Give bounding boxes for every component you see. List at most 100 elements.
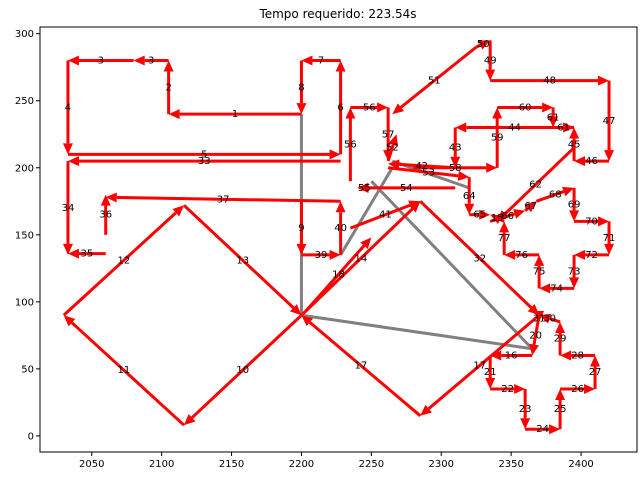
x-tick-label-7: 2400 <box>568 459 593 470</box>
route-segment-52 <box>489 212 516 223</box>
route-arrowhead-61 <box>534 254 545 266</box>
route-segment-34 <box>475 43 481 49</box>
route-arrowhead-55 <box>569 210 580 222</box>
route-arrowhead-33 <box>392 103 405 115</box>
segment-label-17: 12 <box>118 255 131 266</box>
route-arrowhead-0 <box>168 109 180 120</box>
route-arrowhead-26 <box>360 237 372 250</box>
route-arrowhead-1 <box>163 60 174 72</box>
y-tick-label-2: 100 <box>15 297 34 308</box>
segment-label-58: 72 <box>585 250 598 261</box>
segment-label-74: 28 <box>571 350 584 361</box>
route-arrowhead-13 <box>100 194 111 206</box>
route-arrowhead-47 <box>563 122 575 133</box>
route-segment-51 <box>504 146 576 215</box>
route-arrowhead-60 <box>539 283 551 294</box>
route-segment-22 <box>419 200 533 309</box>
route-arrowhead-16 <box>67 156 79 167</box>
route-arrowhead-3 <box>67 55 79 66</box>
route-arrowhead-75 <box>555 321 566 333</box>
segment-label-30: 56 <box>363 102 376 113</box>
segment-label-8: 8 <box>298 82 304 93</box>
segment-label-14: 35 <box>80 249 93 260</box>
segment-label-42: 42 <box>415 161 428 172</box>
segment-label-45: 60 <box>519 102 532 113</box>
route-arrowhead-73 <box>590 355 601 367</box>
route-arrowhead-32 <box>388 134 399 147</box>
x-tick-label-2: 2150 <box>219 459 244 470</box>
x-tick-label-3: 2200 <box>289 459 314 470</box>
route-segment-12 <box>116 195 341 203</box>
chart-title: Tempo requerido: 223.54s <box>258 7 416 21</box>
segment-label-35: 49 <box>484 56 497 67</box>
route-arrowhead-58 <box>574 249 586 260</box>
route-arrowhead-12 <box>105 192 117 203</box>
segment-label-41: 43 <box>449 143 462 154</box>
segment-label-24: 17 <box>355 361 368 372</box>
segment-label-52: 66 <box>501 211 514 222</box>
route-segment-25 <box>349 203 411 230</box>
segment-label-20: 11 <box>118 365 131 376</box>
segment-label-36: 48 <box>543 76 556 87</box>
route-arrowhead-9 <box>296 243 307 255</box>
segment-label-16: 33 <box>198 156 211 167</box>
route-arrowhead-77 <box>534 310 545 322</box>
route-arrowhead-40 <box>455 122 467 133</box>
route-arrowhead-34 <box>478 40 491 50</box>
route-segment-32 <box>386 144 395 162</box>
route-arrowhead-41 <box>450 156 461 168</box>
segment-label-75: 29 <box>554 334 567 345</box>
route-segment-65 <box>532 314 541 345</box>
segment-label-50: 65 <box>473 210 486 221</box>
route-arrowhead-50 <box>479 209 491 220</box>
route-segment-23 <box>427 314 541 410</box>
route-segment-33 <box>399 45 478 109</box>
x-tick-label-1: 2100 <box>149 459 174 470</box>
route-segment-48 <box>387 166 459 178</box>
segment-label-60: 74 <box>550 283 563 294</box>
route-arrowhead-72 <box>584 383 596 394</box>
y-tick-label-6: 300 <box>15 29 34 40</box>
route-arrowhead-43 <box>486 162 498 173</box>
route-arrowhead-56 <box>598 216 610 227</box>
segment-label-22: 32 <box>473 253 486 264</box>
route-arrowhead-29 <box>345 107 356 119</box>
route-arrowhead-42 <box>388 159 400 170</box>
route-arrowhead-23 <box>420 404 432 416</box>
y-tick-label-1: 50 <box>21 364 34 375</box>
segment-label-63: 77 <box>498 233 511 244</box>
segment-label-9: 9 <box>298 223 304 234</box>
segment-label-59: 73 <box>568 267 581 278</box>
segment-label-34: 50 <box>477 39 490 50</box>
y-axis: 0 50 100 150 200 250 300 <box>15 29 40 442</box>
segment-label-71: 25 <box>554 404 567 415</box>
route-arrowhead-24 <box>301 315 314 327</box>
segment-label-55: 69 <box>568 200 581 211</box>
route-segment-17 <box>62 211 177 317</box>
route-arrowhead-7 <box>301 55 313 66</box>
segment-label-33: 51 <box>428 76 441 87</box>
route-segment-64 <box>499 218 505 223</box>
route-arrowhead-68 <box>514 383 526 394</box>
segment-label-76: 30 <box>543 314 556 325</box>
segment-label-13: 36 <box>99 210 112 221</box>
segment-label-15: 34 <box>62 203 75 214</box>
route-segment-20 <box>70 321 186 427</box>
y-tick-label-4: 200 <box>15 163 34 174</box>
route-arrowhead-36 <box>598 75 610 86</box>
route-segment-76 <box>549 317 561 324</box>
segment-label-10: 39 <box>315 250 328 261</box>
route-arrowhead-57 <box>604 243 615 255</box>
segment-label-46: 61 <box>547 112 560 123</box>
segment-label-61: 75 <box>533 267 546 278</box>
segment-label-56: 70 <box>585 216 598 227</box>
segment-label-44: 59 <box>491 133 504 144</box>
segment-label-18: 13 <box>236 255 249 266</box>
segment-label-66: 16 <box>505 350 518 361</box>
x-tick-label-5: 2300 <box>429 459 454 470</box>
route-arrowhead-39 <box>569 127 580 139</box>
segment-label-53: 67 <box>524 201 537 212</box>
segment-label-37: 47 <box>603 116 616 127</box>
